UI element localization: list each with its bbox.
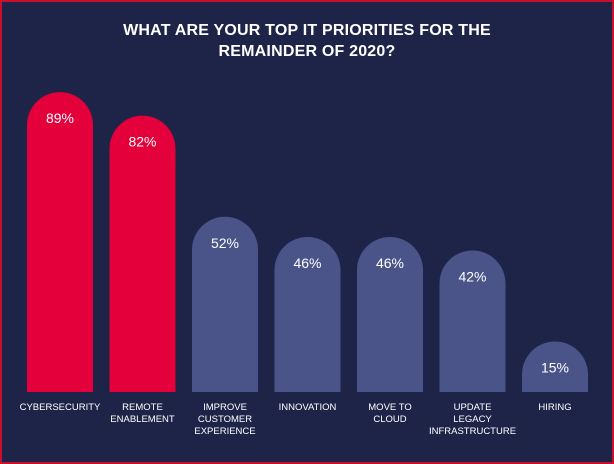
x-tick-label-hiring: HIRING [538, 402, 572, 413]
x-tick-label-improve-customer-experience: IMPROVE CUSTOMER EXPERIENCE [194, 402, 256, 437]
data-label-move-to-cloud: 46% [376, 255, 404, 271]
x-tick-label-move-to-cloud: MOVE TO CLOUD [368, 402, 412, 425]
data-label-remote-enablement: 82% [128, 134, 156, 150]
bar-remote-enablement [109, 115, 176, 392]
data-label-cybersecurity: 89% [46, 110, 74, 126]
bar-move-to-cloud [357, 236, 423, 392]
bar-update-legacy-infrastructure [439, 250, 506, 392]
bar-hiring [522, 341, 588, 392]
data-label-innovation: 46% [293, 255, 321, 271]
bar-cybersecurity [27, 92, 93, 392]
chart-title: WHAT ARE YOUR TOP IT PRIORITIES FOR THE … [2, 20, 612, 62]
bar-improve-customer-experience [192, 216, 258, 392]
data-label-hiring: 15% [541, 359, 569, 375]
x-tick-label-innovation: INNOVATION [278, 402, 337, 413]
x-tick-label-remote-enablement: REMOTE ENABLEMENT [110, 402, 175, 425]
x-tick-label-cybersecurity: CYBERSECURITY [19, 402, 101, 413]
data-label-update-legacy-infrastructure: 42% [458, 268, 486, 284]
bar-innovation [274, 236, 341, 392]
chart-title-line-1: WHAT ARE YOUR TOP IT PRIORITIES FOR THE [123, 22, 491, 39]
data-label-improve-customer-experience: 52% [211, 235, 239, 251]
chart-title-line-2: REMAINDER OF 2020? [218, 43, 396, 60]
x-tick-label-update-legacy-infrastructure: UPDATE LEGACY INFRASTRUCTURE [428, 402, 517, 437]
